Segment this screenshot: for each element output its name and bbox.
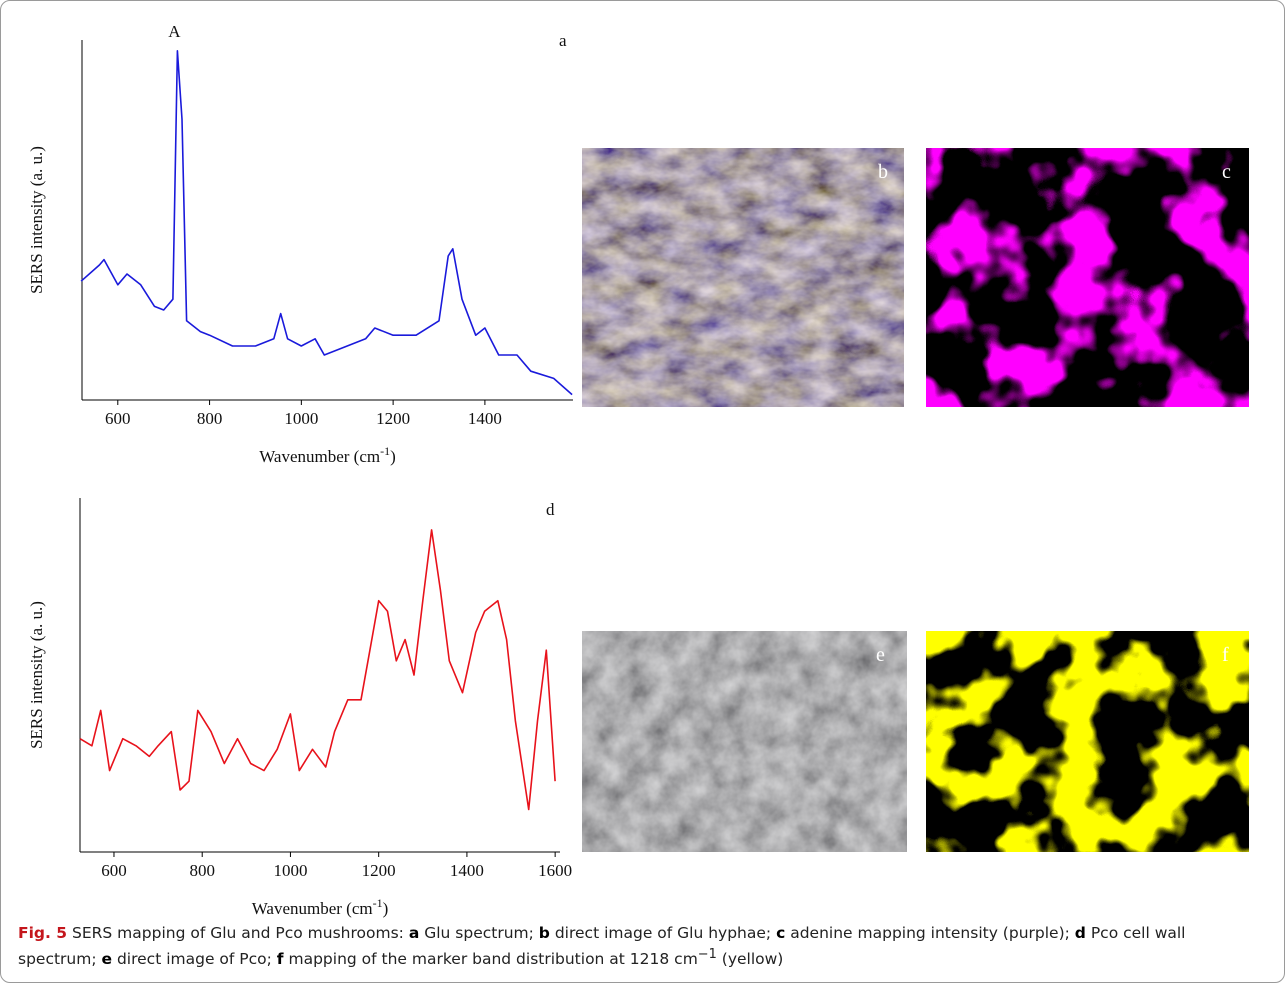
x-tick-label: 1200 [376, 409, 410, 428]
x-axis-label-text: ) [383, 899, 389, 918]
x-tick-label: 600 [101, 861, 127, 880]
panel-label: b [878, 161, 888, 183]
caption-key: a [408, 924, 420, 942]
y-axis-label: SERS intensity (a. u.) [27, 146, 46, 294]
x-tick-label: 1200 [362, 861, 396, 880]
x-tick-label: 1000 [284, 409, 318, 428]
spectrum-line [80, 50, 573, 396]
caption-intro: SERS mapping of Glu and Pco mushrooms: [72, 924, 404, 942]
x-tick-label: 1000 [273, 861, 307, 880]
panel-label: f [1222, 644, 1229, 666]
spectrum-line [79, 529, 556, 811]
x-axis-label-text: Wavenumber (cm [252, 899, 373, 918]
photo-texture [582, 631, 907, 852]
image-e: e [582, 631, 907, 852]
caption-label: Fig. 5 [18, 924, 68, 942]
image-c: c [926, 148, 1249, 407]
caption-sup: −1 [697, 947, 717, 962]
panel-label: a [559, 31, 567, 50]
image-b: b [582, 148, 904, 407]
caption: Fig. 5 SERS mapping of Glu and Pco mushr… [18, 922, 1268, 970]
panel-label: d [546, 500, 555, 519]
x-tick-label: 1400 [468, 409, 502, 428]
caption-key: b [538, 924, 550, 942]
x-axis-label: Wavenumber (cm-1) [259, 444, 396, 466]
x-tick-label: 800 [197, 409, 223, 428]
photo-texture [582, 148, 904, 407]
caption-text: (yellow) [721, 950, 784, 969]
x-tick-label: 1600 [538, 861, 572, 880]
caption-key: e [101, 950, 113, 969]
caption-text: adenine mapping intensity (purple); [790, 924, 1070, 942]
caption-key: c [776, 924, 786, 942]
panel-label: c [1222, 161, 1231, 183]
caption-text: Glu spectrum; [424, 924, 534, 942]
x-tick-label: 800 [189, 861, 215, 880]
x-axis-label-text: ) [390, 447, 396, 466]
peak-annotation: A [168, 22, 181, 41]
map-intensity [926, 631, 1249, 852]
x-axis-label-text: Wavenumber (cm [259, 447, 380, 466]
caption-key: d [1074, 924, 1086, 942]
panel-label: e [876, 644, 885, 666]
x-tick-label: 1400 [450, 861, 484, 880]
map-intensity [926, 148, 1249, 407]
x-axis-label-sup: -1 [373, 896, 383, 910]
x-axis-label: Wavenumber (cm-1) [252, 896, 389, 918]
caption-text: direct image of Glu hyphae; [554, 924, 772, 942]
caption-text: Pco cell wall spectrum; [18, 924, 1186, 969]
image-f: f [926, 631, 1249, 852]
caption-key: f [276, 950, 284, 969]
y-axis-label: SERS intensity (a. u.) [27, 601, 46, 749]
x-tick-label: 600 [105, 409, 131, 428]
x-axis-label-sup: -1 [380, 444, 390, 458]
caption-text: mapping of the marker band distribution … [288, 950, 698, 969]
caption-text: direct image of Pco; [116, 950, 272, 969]
